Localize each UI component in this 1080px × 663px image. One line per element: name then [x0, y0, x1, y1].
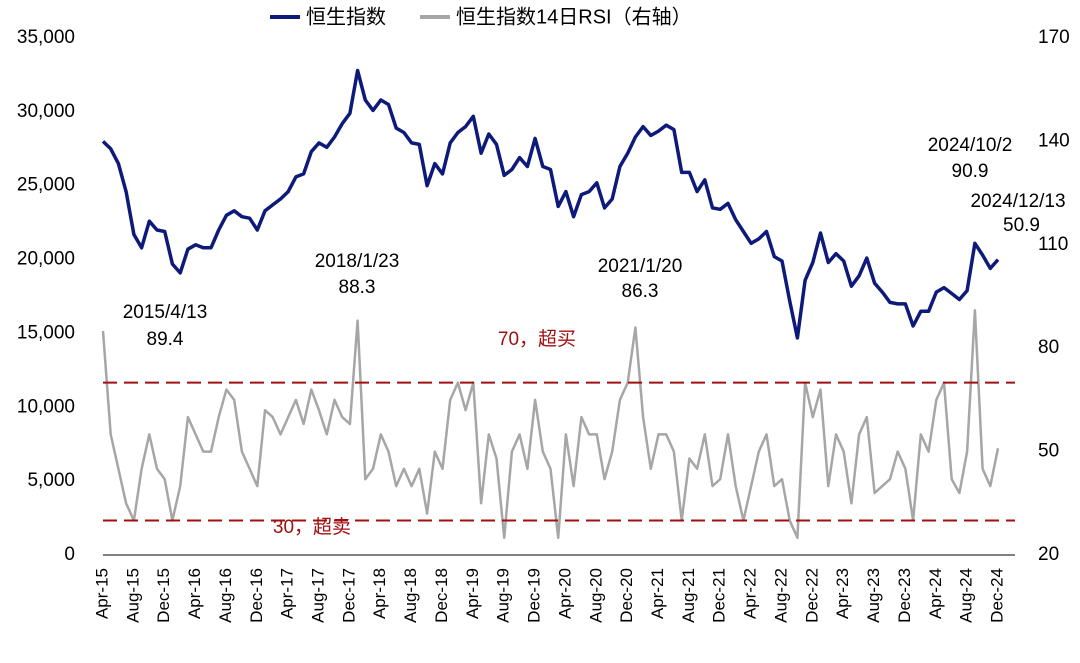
legend-label: 恒生指数14日RSI（右轴） [456, 5, 692, 28]
x-tick-label: Aug-23 [864, 568, 883, 623]
x-tick-label: Apr-20 [555, 568, 574, 619]
annotation-value: 90.9 [952, 161, 989, 182]
x-tick-label: Aug-20 [586, 568, 605, 623]
y-tick-label: 20,000 [17, 249, 75, 270]
x-tick-label: Dec-15 [154, 568, 173, 623]
annotation-value: 89.4 [147, 329, 184, 350]
x-tick-label: Apr-21 [648, 568, 667, 619]
x-tick-label: Dec-19 [525, 568, 544, 623]
annotation-date: 2024/12/13 [970, 191, 1065, 212]
x-tick-label: Aug-15 [123, 568, 142, 623]
x-tick-label: Apr-24 [926, 568, 945, 619]
series-line [101, 309, 1000, 540]
x-tick-label: Dec-16 [247, 568, 266, 623]
y2-tick-label: 50 [1038, 441, 1059, 462]
y-tick-label: 0 [64, 544, 75, 565]
x-tick-label: Dec-21 [710, 568, 729, 623]
y-tick-label: 10,000 [17, 396, 75, 417]
y2-tick-label: 140 [1038, 130, 1070, 151]
x-tick-label: Aug-24 [957, 568, 976, 623]
annotation-date: 2021/1/20 [598, 256, 683, 277]
annotation-date: 2015/4/13 [123, 302, 208, 323]
reference-label: 70，超买 [498, 328, 576, 350]
x-tick-label: Aug-21 [679, 568, 698, 623]
y2-tick-label: 170 [1038, 27, 1070, 48]
y-tick-label: 25,000 [17, 175, 75, 196]
annotation-date: 2018/1/23 [315, 251, 400, 272]
x-tick-label: Dec-18 [432, 568, 451, 623]
x-tick-label: Dec-23 [895, 568, 914, 623]
x-tick-label: Apr-19 [463, 568, 482, 619]
annotation-value: 86.3 [622, 281, 659, 302]
x-tick-label: Dec-22 [802, 568, 821, 623]
y2-tick-label: 110 [1038, 234, 1068, 255]
annotation-value: 88.3 [339, 277, 376, 298]
annotation-date: 2024/10/2 [928, 135, 1013, 156]
x-tick-label: Dec-24 [987, 568, 1006, 623]
y-tick-label: 5,000 [27, 470, 75, 491]
legend-label: 恒生指数 [306, 5, 386, 28]
x-tick-label: Apr-23 [833, 568, 852, 619]
y2-tick-label: 20 [1038, 544, 1059, 565]
series-line [101, 68, 1000, 340]
annotation-value: 50.9 [1003, 215, 1040, 236]
x-tick-label: Aug-18 [401, 568, 420, 623]
x-tick-label: Apr-22 [741, 568, 760, 619]
reference-label: 30，超卖 [273, 516, 351, 538]
x-tick-label: Dec-20 [617, 568, 636, 623]
x-tick-label: Apr-15 [92, 568, 111, 619]
y2-tick-label: 80 [1038, 337, 1059, 358]
y-tick-label: 15,000 [17, 322, 75, 343]
y-tick-label: 35,000 [17, 27, 75, 48]
x-tick-label: Aug-17 [309, 568, 328, 623]
y-tick-label: 30,000 [17, 101, 75, 122]
x-tick-label: Aug-16 [216, 568, 235, 623]
x-tick-label: Apr-17 [278, 568, 297, 619]
x-tick-label: Apr-16 [185, 568, 204, 619]
x-tick-label: Aug-22 [771, 568, 790, 623]
x-tick-label: Apr-18 [370, 568, 389, 619]
x-tick-label: Dec-17 [339, 568, 358, 623]
x-tick-label: Aug-19 [494, 568, 513, 623]
